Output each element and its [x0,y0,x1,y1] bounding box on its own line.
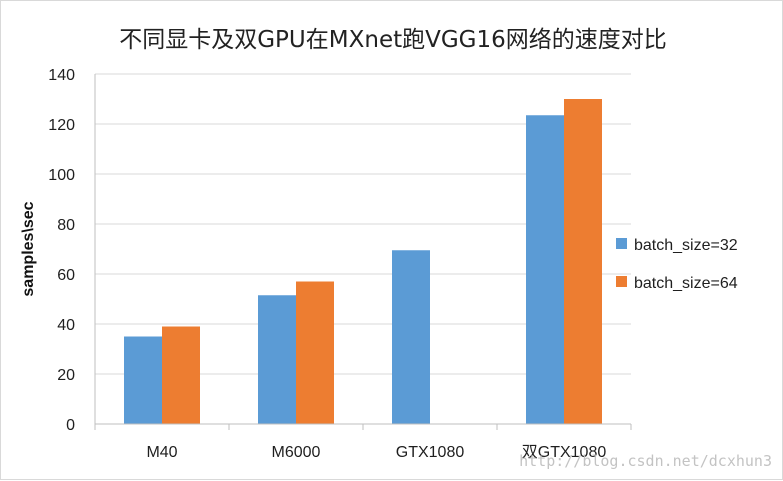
y-tick-label: 0 [66,417,75,434]
y-tick-label: 140 [48,67,75,84]
y-tick-label: 40 [57,317,75,334]
chart-title: 不同显卡及双GPU在MXnet跑VGG16网络的速度对比 [119,27,667,53]
legend-label: batch_size=32 [634,237,738,254]
y-tick-label: 120 [48,117,75,134]
x-category-label: GTX1080 [396,444,465,461]
y-tick-label: 60 [57,267,75,284]
legend-label: batch_size=64 [634,275,738,292]
bar-batch32 [124,336,162,424]
bar-batch32 [392,250,430,424]
y-tick-label: 100 [48,167,75,184]
watermark-text: http://blog.csdn.net/dcxhun3 [519,452,772,470]
bars [124,99,602,424]
x-category-label: M6000 [272,444,321,461]
x-category-label: M40 [146,444,177,461]
x-category-label: 双GTX1080 [522,444,607,461]
legend-swatch [616,276,627,287]
legend-swatch [616,238,627,249]
bar-batch32 [526,115,564,424]
gridlines [95,73,631,375]
bar-batch64 [162,326,200,424]
y-tick-label: 20 [57,367,75,384]
axes: 0 20 40 60 80 100 120 140 M40 M6000 GTX1080 双GTX108… [48,67,632,461]
bar-batch64 [564,99,602,424]
bar-batch32 [258,295,296,424]
y-axis-label: samples\sec [20,201,37,296]
bar-batch64 [296,281,334,424]
legend: batch_size=32 batch_size=64 [616,237,738,292]
y-tick-label: 80 [57,217,75,234]
